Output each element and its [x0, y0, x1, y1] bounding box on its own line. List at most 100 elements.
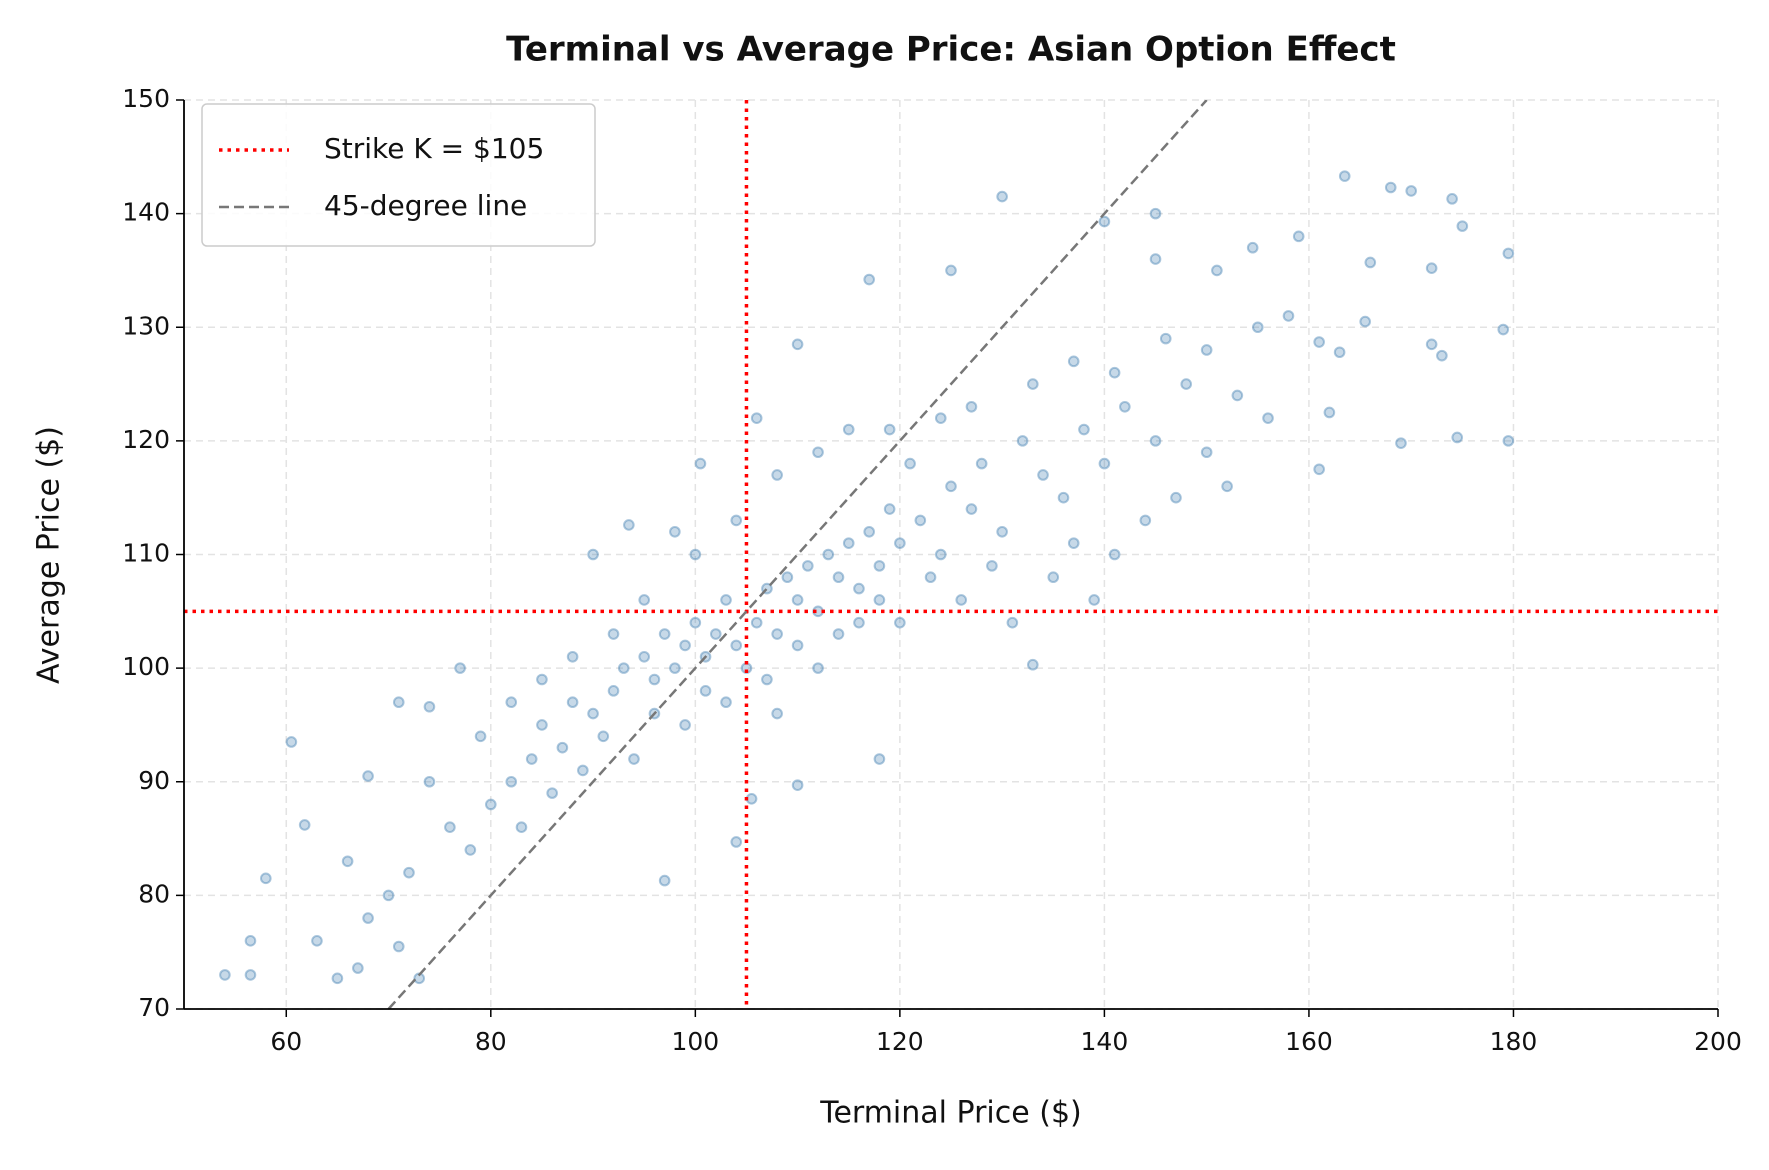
point: [648, 673, 661, 686]
point: [720, 696, 732, 709]
point: [924, 571, 937, 584]
point: [791, 779, 804, 791]
point: [720, 594, 732, 606]
point: [975, 457, 988, 470]
point: [812, 662, 824, 674]
point: [791, 338, 804, 351]
point: [1395, 437, 1407, 449]
point: [1262, 412, 1274, 424]
y-tick-label: 80: [138, 879, 170, 908]
point: [1200, 446, 1213, 459]
point: [1139, 514, 1152, 527]
point: [444, 821, 456, 834]
point: [965, 503, 978, 515]
point: [791, 594, 804, 606]
point: [1057, 491, 1070, 504]
point: [842, 537, 855, 549]
point: [1338, 170, 1351, 182]
point: [1451, 431, 1464, 444]
point: [1159, 332, 1172, 345]
point: [219, 969, 231, 981]
point: [525, 753, 538, 765]
point: [1037, 469, 1049, 481]
point: [454, 662, 466, 674]
point: [1108, 548, 1121, 561]
x-tick-label: 100: [671, 1027, 719, 1056]
legend-box: [201, 103, 596, 247]
point: [883, 423, 896, 436]
point: [1231, 389, 1244, 402]
point: [745, 792, 758, 805]
point: [1200, 344, 1213, 356]
point: [658, 628, 671, 640]
point: [623, 519, 635, 531]
point: [566, 696, 579, 709]
x-axis-label: Terminal Price ($): [819, 1096, 1082, 1131]
point: [986, 560, 998, 572]
point: [1384, 181, 1397, 194]
y-tick-label: 70: [138, 993, 170, 1022]
point: [658, 874, 671, 887]
point: [1292, 230, 1305, 243]
point: [1282, 310, 1295, 322]
x-tick-label: 200: [1694, 1027, 1742, 1056]
point: [1119, 400, 1131, 413]
point: [832, 571, 845, 584]
point: [423, 775, 436, 788]
point: [587, 707, 599, 720]
point: [1098, 215, 1111, 228]
point: [781, 571, 794, 584]
point: [403, 866, 415, 879]
point: [791, 639, 804, 652]
point: [822, 548, 835, 561]
point: [1149, 253, 1162, 265]
point: [945, 480, 957, 493]
point: [1502, 247, 1515, 260]
point: [965, 400, 978, 413]
point: [679, 719, 691, 731]
point: [1108, 366, 1121, 379]
point: [617, 662, 630, 674]
point: [883, 503, 896, 515]
y-tick-label: 90: [138, 766, 170, 795]
point: [934, 548, 947, 561]
point: [1221, 480, 1233, 493]
point: [485, 798, 497, 811]
point: [536, 719, 548, 731]
point: [863, 525, 875, 538]
point: [1425, 338, 1438, 351]
point: [1425, 262, 1438, 274]
point: [689, 548, 702, 561]
point: [894, 616, 906, 629]
point: [607, 685, 620, 697]
chart-title: Terminal vs Average Price: Asian Option …: [506, 30, 1396, 70]
point: [873, 753, 886, 765]
point: [392, 940, 405, 953]
point: [638, 594, 651, 606]
point: [607, 628, 620, 640]
point: [362, 770, 374, 782]
point: [1497, 323, 1510, 336]
point: [873, 560, 886, 572]
x-tick-label: 120: [876, 1027, 924, 1056]
point: [298, 819, 311, 831]
point: [260, 872, 272, 885]
point: [536, 673, 548, 686]
point: [1313, 336, 1325, 348]
point: [1436, 349, 1448, 362]
point: [285, 736, 298, 748]
point: [577, 764, 589, 777]
point: [1456, 220, 1469, 232]
point: [934, 412, 947, 424]
point: [761, 673, 773, 686]
point: [587, 548, 599, 561]
point: [812, 446, 824, 459]
point: [1211, 264, 1223, 277]
point: [730, 514, 743, 527]
point: [955, 594, 968, 606]
point: [638, 650, 651, 663]
point: [1149, 207, 1162, 220]
point: [566, 650, 579, 663]
point: [1098, 457, 1111, 470]
